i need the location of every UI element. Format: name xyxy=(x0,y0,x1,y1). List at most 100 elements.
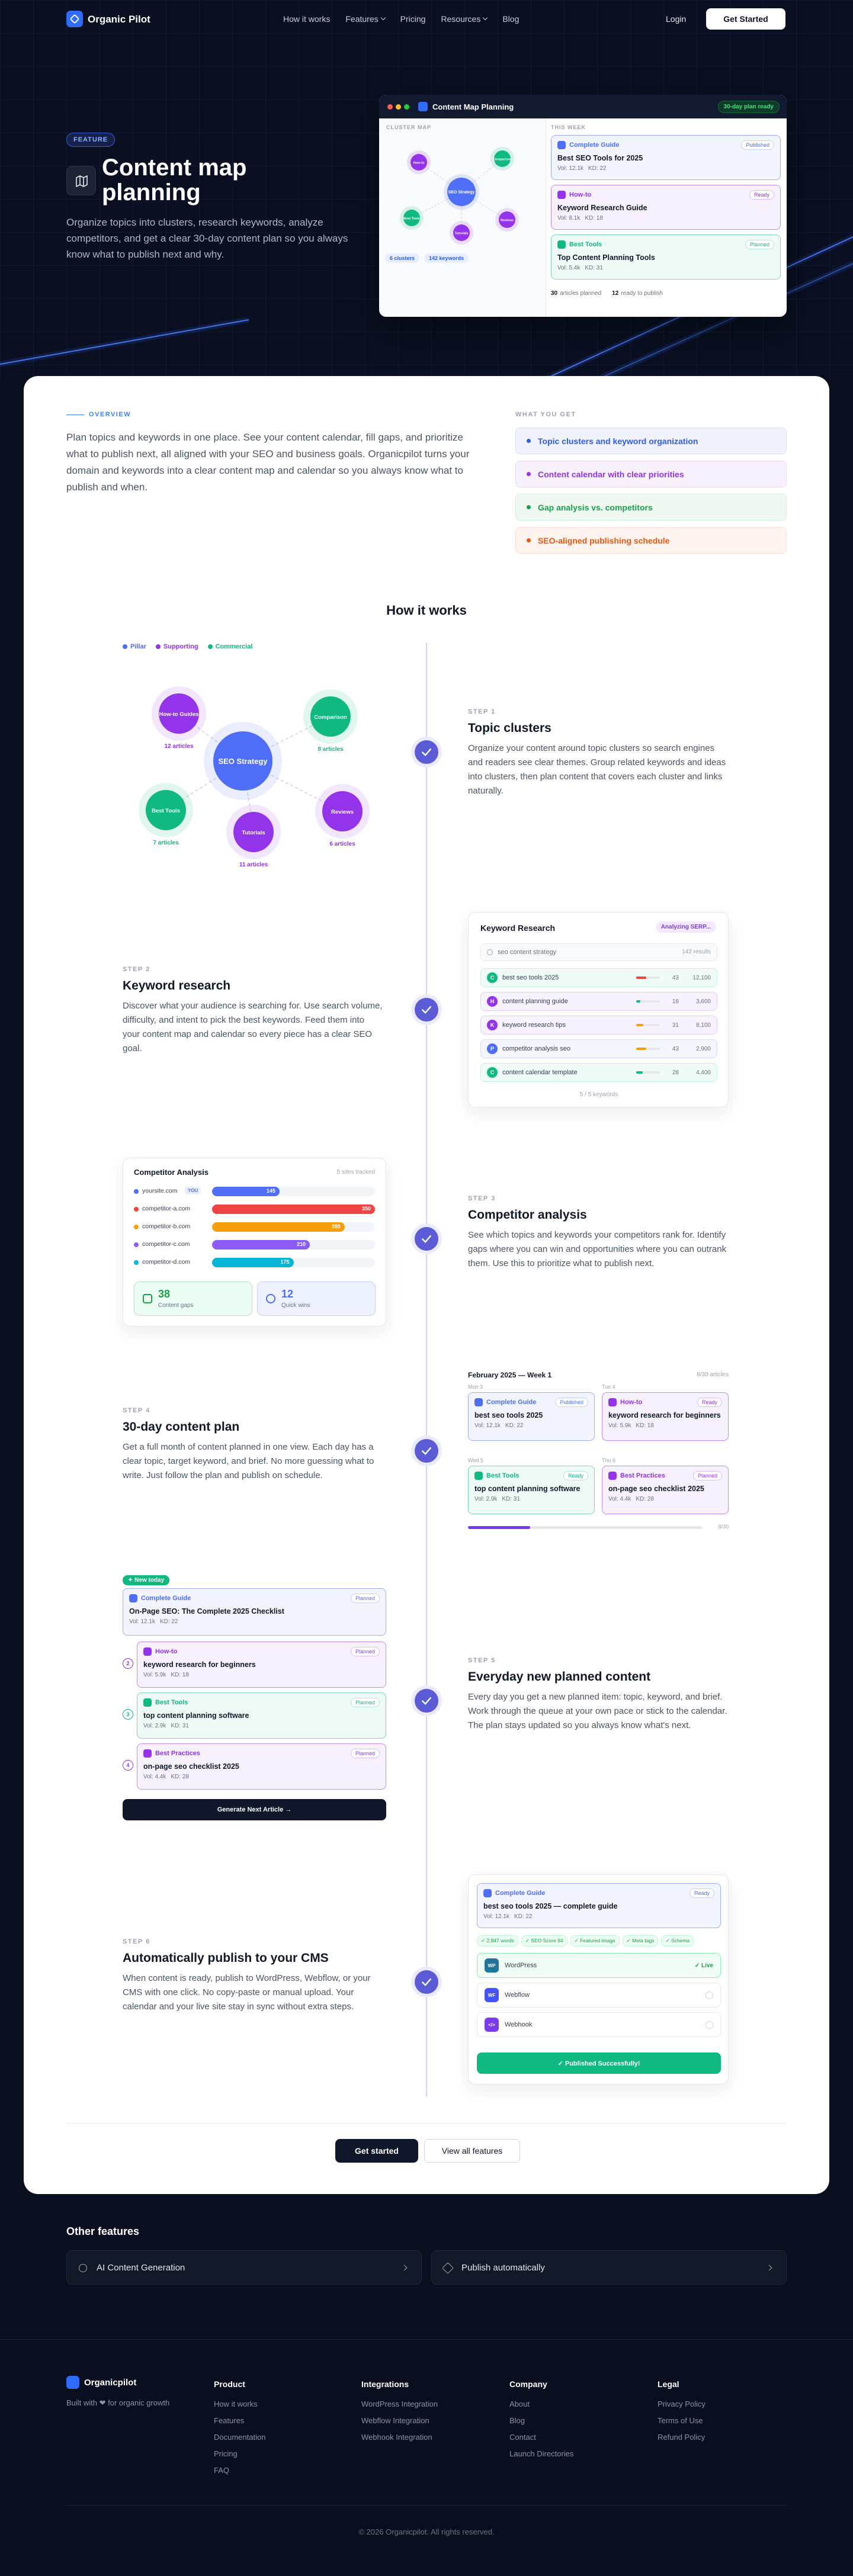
difficulty-track xyxy=(636,1024,660,1026)
difficulty-bar xyxy=(636,1000,641,1003)
login-link[interactable]: Login xyxy=(666,14,687,24)
benefit-item: Content calendar with clear priorities xyxy=(515,461,787,487)
cluster-label: Reviews xyxy=(501,219,514,223)
footer-link[interactable]: Launch Directories xyxy=(509,2449,574,2458)
cms-target[interactable]: WP WordPress ✓ Live xyxy=(477,1953,721,1978)
feature-link-card[interactable]: AI Content Generation xyxy=(66,2250,422,2285)
footer-brand: Organicpilot xyxy=(84,2378,137,2388)
keyword-icon: C xyxy=(487,1067,498,1078)
site-domain: competitor-c.com xyxy=(142,1241,190,1248)
stat-value: 30 xyxy=(551,290,558,297)
footer-link[interactable]: Terms of Use xyxy=(658,2416,703,2425)
queue-number: 3 xyxy=(123,1709,133,1720)
feature-link-text: Publish automatically xyxy=(461,2263,545,2273)
stat-box: 12 Quick wins xyxy=(257,1281,376,1316)
section-title: How it works xyxy=(386,603,467,618)
footer-link[interactable]: How it works xyxy=(214,2400,258,2408)
quality-chip: ✓ 2,847 words xyxy=(477,1935,518,1947)
plan-card: Best Tools Planned Top Content Planning To… xyxy=(551,235,781,280)
site-domain: competitor-a.com xyxy=(142,1205,191,1212)
benefit-bullet xyxy=(527,472,531,476)
card-heading: Keyword Research xyxy=(480,923,556,933)
footer-tagline: Built with ❤ for organic growth xyxy=(66,2398,170,2407)
tag-icon xyxy=(608,1398,617,1406)
cluster-node xyxy=(447,178,476,206)
footer-link[interactable]: Features xyxy=(214,2416,245,2425)
cms-target[interactable]: WF Webflow xyxy=(477,1983,721,2008)
card-tag: How-to xyxy=(155,1648,178,1655)
step-check xyxy=(415,1689,438,1713)
footer-link[interactable]: Privacy Policy xyxy=(658,2400,706,2408)
cms-name: Webflow xyxy=(505,1992,530,1999)
step-description: Organize your content around topic clust… xyxy=(468,743,726,796)
secondary-button[interactable]: View all features xyxy=(424,2139,520,2163)
cluster-label: Tutorials xyxy=(455,232,469,236)
footer-link[interactable]: Refund Policy xyxy=(658,2433,706,2442)
tag-icon xyxy=(143,1749,152,1758)
nav-link[interactable]: Pricing xyxy=(400,14,426,24)
what-you-get-label: WHAT YOU GET xyxy=(515,411,576,418)
footer-link[interactable]: Webflow Integration xyxy=(361,2416,429,2425)
cluster-node xyxy=(411,154,427,171)
get-started-button[interactable]: Get Started xyxy=(706,8,785,30)
pane-label: CLUSTER MAP xyxy=(386,124,431,130)
cms-radio xyxy=(706,1991,713,1999)
cluster-map: SEO Strategy How-to Comparison Best Tools Tu… xyxy=(400,147,519,245)
benefit-text: Content calendar with clear priorities xyxy=(538,469,684,479)
nav-link-label: Resources xyxy=(441,14,481,24)
benefit-bullet xyxy=(527,505,531,509)
footer-link[interactable]: FAQ xyxy=(214,2466,230,2475)
card-title: top content planning software xyxy=(143,1711,249,1720)
check-stroke xyxy=(422,1006,431,1014)
nav-link[interactable]: Features xyxy=(345,14,386,24)
window-dot xyxy=(387,104,393,110)
nav-link[interactable]: How it works xyxy=(283,14,330,24)
difficulty-value: 18 xyxy=(672,998,679,1005)
tag-icon xyxy=(557,141,566,149)
nav-link[interactable]: Blog xyxy=(502,14,519,24)
cms-name: WordPress xyxy=(505,1962,537,1969)
search-icon xyxy=(487,949,493,955)
difficulty: KD: 28 xyxy=(171,1774,189,1780)
check-stroke xyxy=(422,1697,431,1705)
footer-link[interactable]: Documentation xyxy=(214,2433,266,2442)
legend-item: Pillar xyxy=(123,643,146,650)
hero-description: Organize topics into clusters, research … xyxy=(66,217,348,260)
footer-heading: Legal xyxy=(658,2379,679,2389)
plan-card: How-to Ready keyword research for beginner… xyxy=(602,1392,729,1441)
volume-value: 4,400 xyxy=(695,1069,711,1076)
benefit-bullet xyxy=(527,538,531,542)
cluster-chip: 6 clusters xyxy=(385,253,420,263)
calendar-title: February 2025 — Week 1 xyxy=(468,1371,552,1379)
volume: Vol: 2.9k xyxy=(143,1723,166,1729)
cluster-count: 12 articles xyxy=(165,743,194,750)
footer-link[interactable]: Pricing xyxy=(214,2449,238,2458)
nav-link[interactable]: Resources xyxy=(441,14,488,24)
pillar-label: SEO Strategy xyxy=(218,757,268,766)
rank-bar: 145 xyxy=(212,1187,280,1196)
plan-card: How-to Ready Keyword Research Guide Vol: 8.… xyxy=(551,185,781,230)
footer-link[interactable]: About xyxy=(509,2400,530,2408)
card-meta: Vol: 4.4k KD: 28 xyxy=(143,1774,380,1780)
feature-link-card[interactable]: Publish automatically xyxy=(431,2250,787,2285)
published-button[interactable]: ✓ Published Successfully! xyxy=(477,2053,721,2074)
cms-publish-card: Complete Guide Ready best seo tools 2025 —… xyxy=(468,1874,729,2084)
footer-link[interactable]: Contact xyxy=(509,2433,536,2442)
rank-track: 210 xyxy=(212,1240,375,1250)
rank-value: 175 xyxy=(280,1259,290,1265)
card-title: top content planning software xyxy=(474,1485,581,1493)
cms-target[interactable]: </> Webhook xyxy=(477,2012,721,2037)
step-title: Topic clusters xyxy=(468,721,551,735)
footer-link[interactable]: WordPress Integration xyxy=(361,2400,438,2408)
primary-button[interactable]: Get started xyxy=(335,2139,418,2163)
timeline-line xyxy=(426,643,427,2096)
volume-value: 8,100 xyxy=(695,1022,711,1029)
footer-link[interactable]: Webhook Integration xyxy=(361,2433,432,2442)
day-label: Thu 6 xyxy=(602,1457,616,1463)
status-pill: Planned xyxy=(350,1749,380,1758)
logo-icon xyxy=(66,11,83,27)
generate-button[interactable]: Generate Next Article → xyxy=(123,1799,386,1820)
what-you-get-list: Topic clusters and keyword organization C… xyxy=(515,428,787,554)
footer-link[interactable]: Blog xyxy=(509,2416,525,2425)
tag-icon xyxy=(143,1698,152,1707)
